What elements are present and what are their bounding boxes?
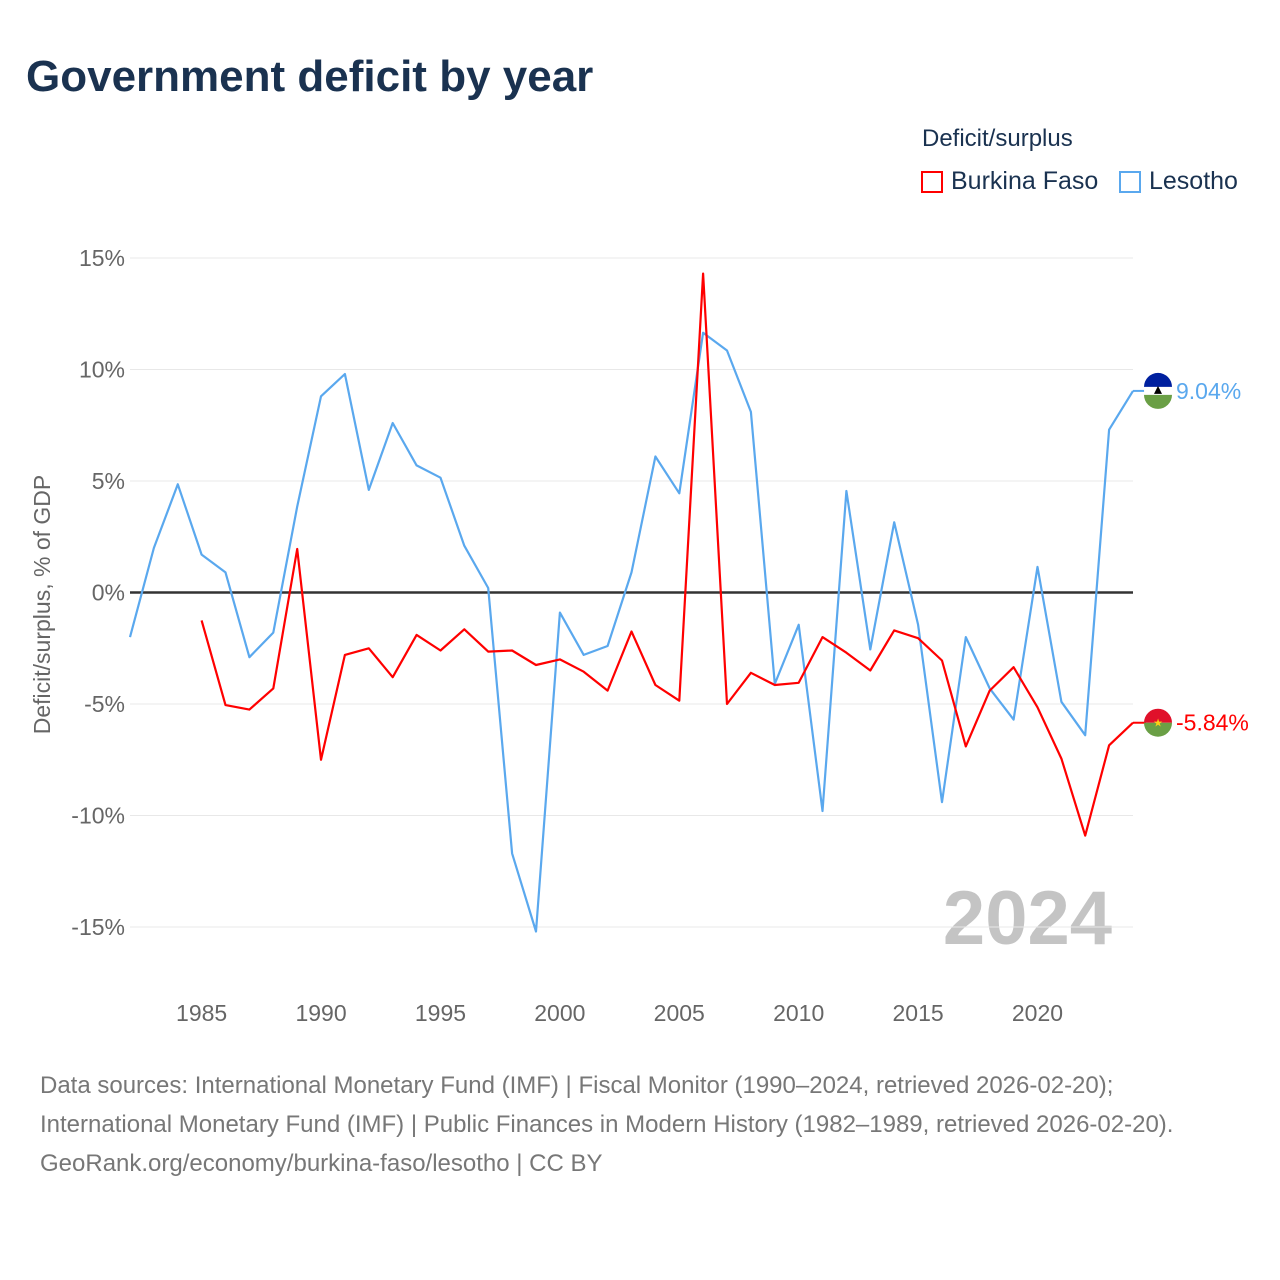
legend-item-lesotho[interactable]: Lesotho	[1119, 167, 1238, 196]
y-tick-label: -10%	[71, 803, 125, 829]
y-tick-label: 5%	[92, 468, 125, 494]
x-tick-label: 1985	[176, 1000, 227, 1026]
chart-plot: 2024 15% 10% 5% 0% -5% -10% -15% 1985 1990 1995 200…	[29, 245, 1249, 1026]
flag-stripe	[1144, 722, 1172, 737]
y-tick-label: 15%	[79, 245, 125, 271]
series-line-lesotho	[128, 331, 1134, 933]
end-value-label: 9.04%	[1176, 378, 1241, 404]
end-value-label: -5.84%	[1176, 710, 1249, 736]
x-tick-label: 2005	[654, 1000, 705, 1026]
data-sources-text: Data sources: International Monetary Fun…	[40, 1072, 1174, 1138]
legend-swatch	[921, 170, 943, 193]
y-tick-label: 0%	[92, 580, 125, 606]
y-tick-label: -5%	[84, 691, 125, 717]
x-tick-label: 1990	[295, 1000, 346, 1026]
x-tick-label: 2010	[773, 1000, 824, 1026]
legend-title: Deficit/surplus	[922, 125, 1073, 152]
chart-title: Government deficit by year	[26, 52, 594, 101]
y-tick-label: -15%	[71, 914, 125, 940]
sources-note: Data sources: International Monetary Fun…	[40, 1066, 1240, 1183]
flag-stripe	[1144, 394, 1172, 409]
star-icon: ★	[1153, 718, 1163, 730]
attribution-link[interactable]: GeoRank.org/economy/burkina-faso/lesotho…	[40, 1150, 603, 1177]
legend-label: Lesotho	[1149, 167, 1238, 195]
burkina-faso-flag-icon	[1144, 708, 1172, 723]
y-axis-label: Deficit/surplus, % of GDP	[29, 475, 55, 734]
year-watermark: 2024	[943, 876, 1112, 961]
mokorotlo-hat	[1154, 385, 1162, 394]
x-tick-label: 1995	[415, 1000, 466, 1026]
x-tick-label: 2015	[892, 1000, 943, 1026]
legend-item-burkina-faso[interactable]: Burkina Faso	[921, 167, 1098, 196]
flag-stripe	[1144, 372, 1172, 387]
x-tick-label: 2020	[1012, 1000, 1063, 1026]
legend-swatch	[1119, 170, 1141, 193]
legend-label: Burkina Faso	[951, 167, 1099, 195]
x-tick-label: 2000	[534, 1000, 585, 1026]
y-tick-label: 10%	[79, 357, 125, 383]
series-line-burkina-faso	[200, 272, 1134, 837]
